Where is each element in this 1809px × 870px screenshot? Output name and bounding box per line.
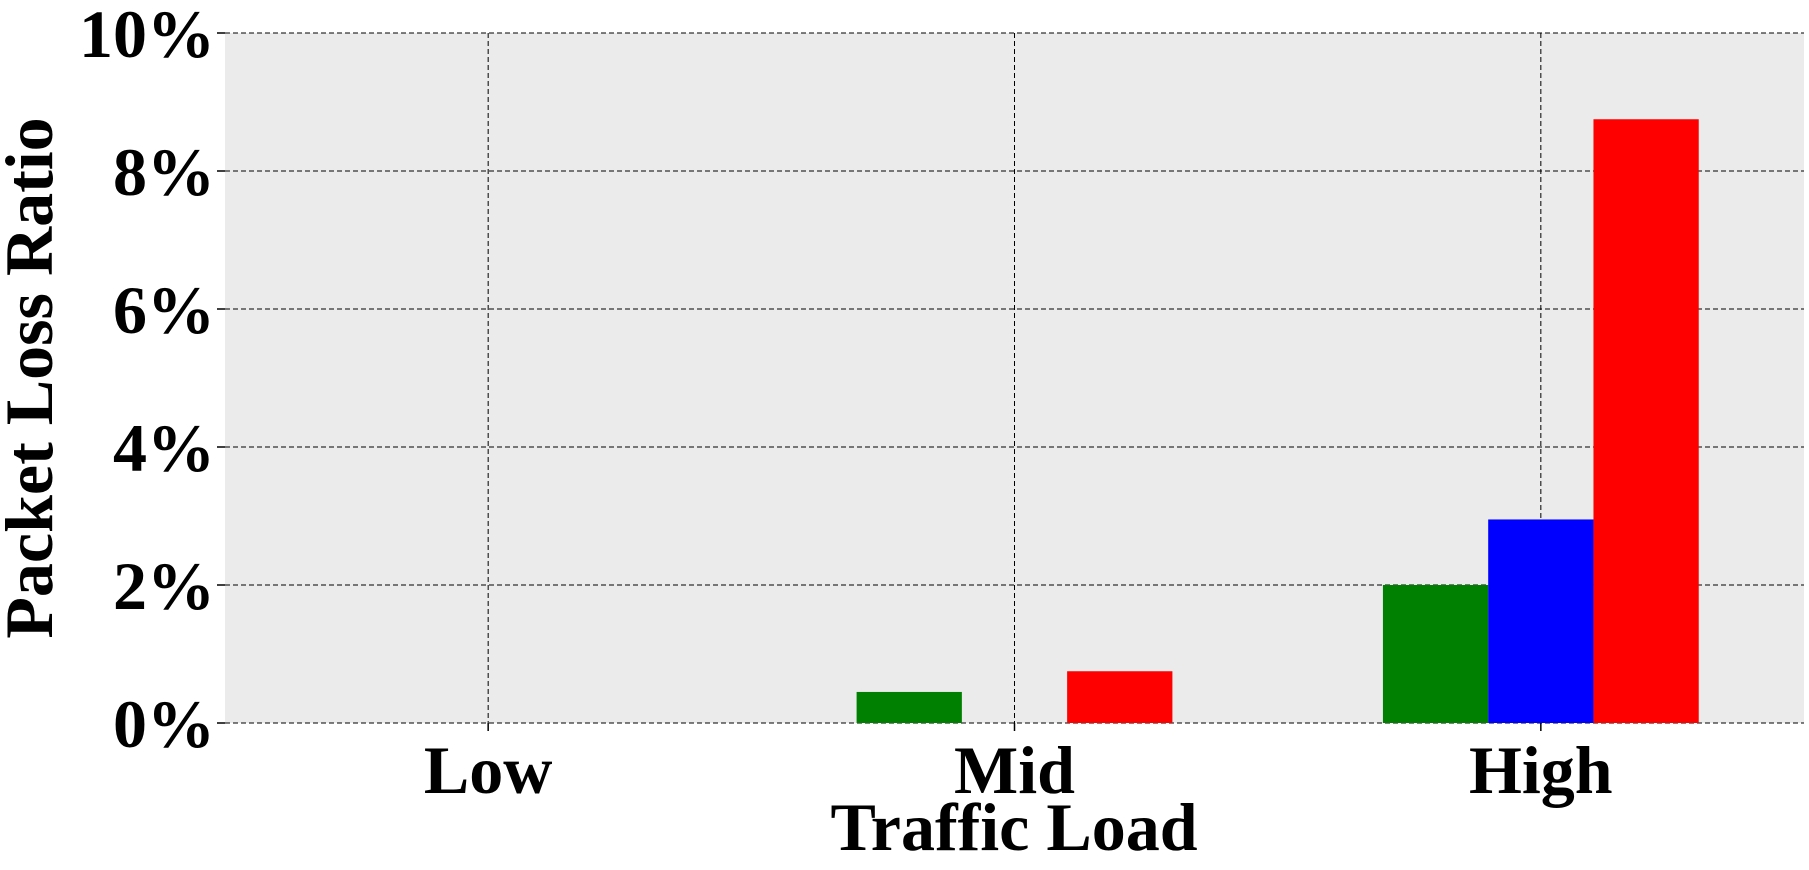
bar-high-series-1: [1382, 585, 1489, 723]
y-tick-label: 8%: [113, 134, 215, 210]
bar-mid-series-3: [1067, 671, 1173, 723]
x-tick-label-low: Low: [424, 732, 552, 808]
x-tick-label-high: High: [1469, 732, 1613, 808]
x-axis-ticks: Low Mid High: [424, 723, 1613, 808]
bar-mid-series-1: [856, 691, 962, 723]
y-tick-label: 6%: [113, 272, 215, 348]
bar-high-series-3: [1593, 119, 1699, 723]
y-tick-label: 4%: [113, 410, 215, 486]
y-tick-label: 0%: [113, 686, 215, 762]
y-axis-title: Packet Loss Ratio: [0, 117, 67, 638]
y-tick-label: 10%: [79, 0, 215, 72]
bar-high-series-2: [1488, 519, 1594, 723]
x-tick-label-mid: Mid: [954, 732, 1075, 808]
x-axis-title: Traffic Load: [830, 789, 1197, 865]
y-tick-label: 2%: [113, 548, 215, 624]
bars: [856, 119, 1699, 723]
y-axis-ticks: 0% 2% 4% 6% 8% 10%: [79, 0, 225, 762]
